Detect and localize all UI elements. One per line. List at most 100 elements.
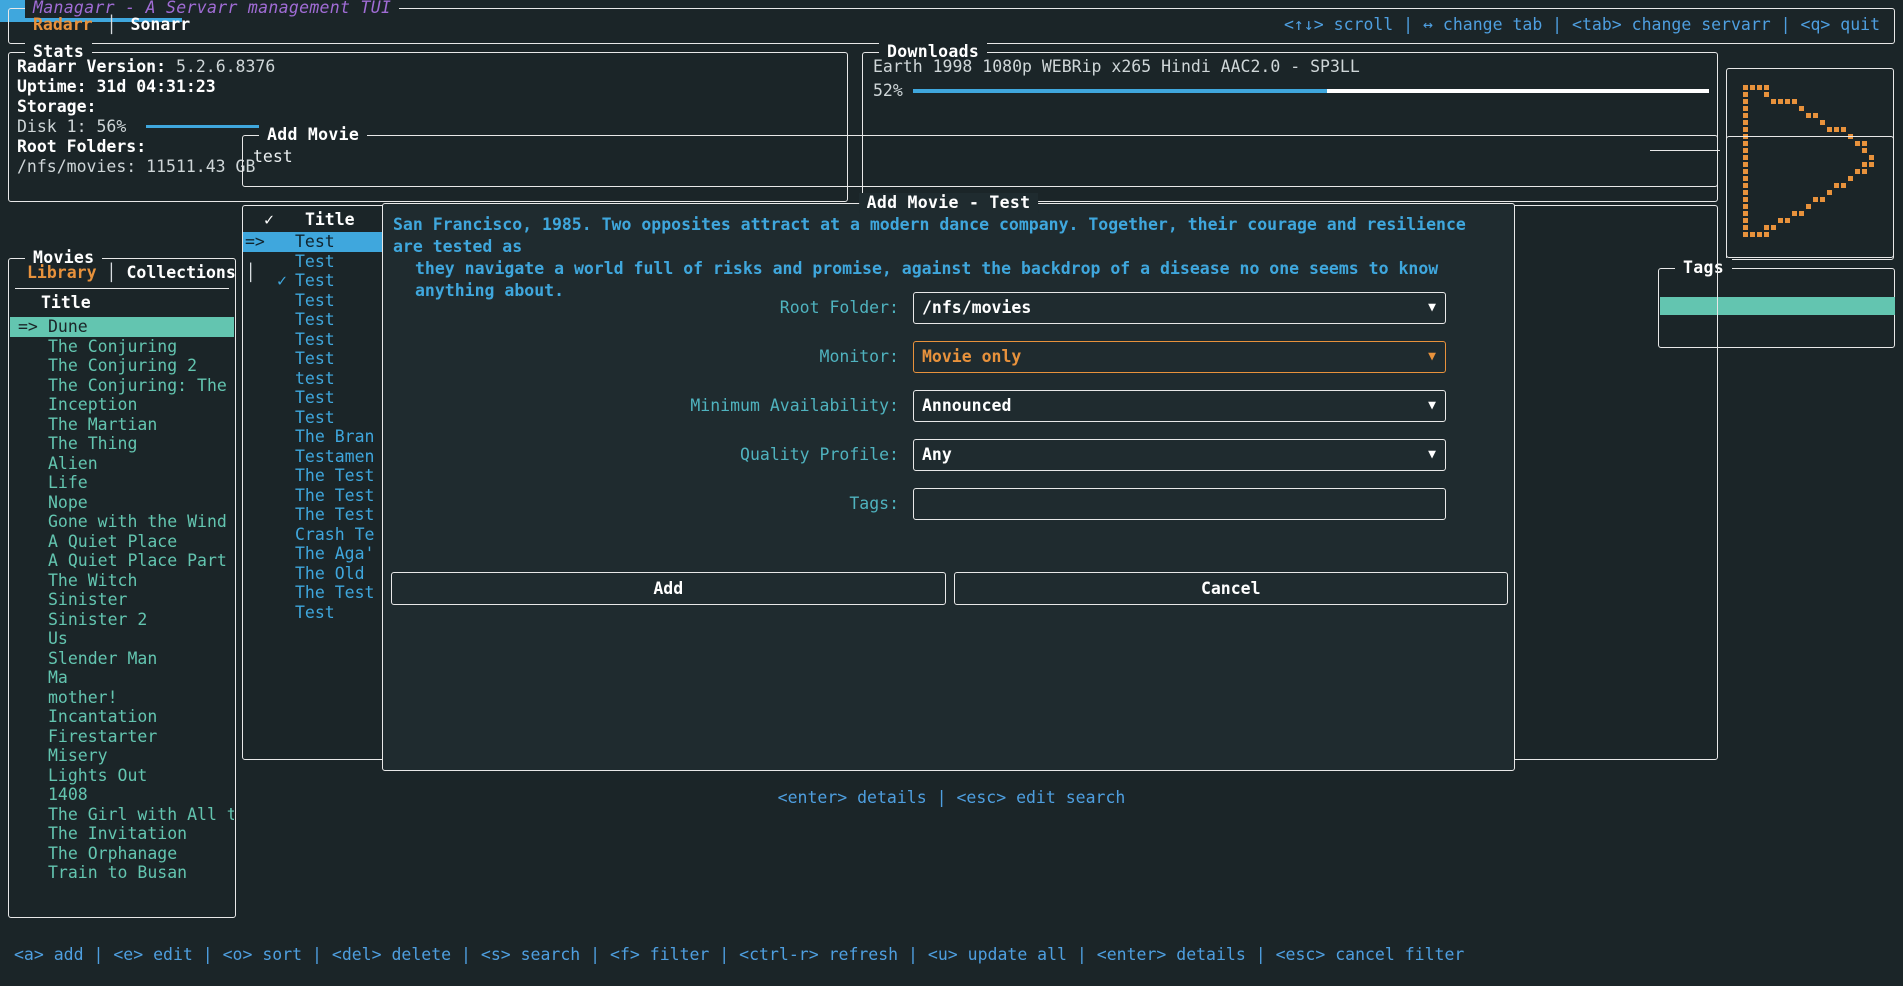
movie-list-item[interactable]: The Conjuring: The De	[10, 376, 234, 396]
search-result-row[interactable]: The Test	[243, 583, 391, 603]
chevron-down-icon: ▼	[1428, 349, 1436, 364]
add-movie-search-input[interactable]: test	[253, 147, 293, 166]
movie-list-item[interactable]: A Quiet Place Part II	[10, 551, 234, 571]
movie-title: The Conjuring: The De	[48, 375, 234, 395]
tab-library[interactable]: Library	[27, 263, 97, 282]
tags-input[interactable]	[913, 488, 1446, 520]
result-title: Test	[295, 251, 335, 271]
search-result-row[interactable]: Test	[243, 330, 391, 350]
download-progress-row: 52%	[873, 81, 1709, 101]
search-result-row[interactable]: Crash Te	[243, 525, 391, 545]
result-title: The Bran	[295, 427, 375, 446]
tab-sonarr[interactable]: Sonarr	[130, 15, 191, 34]
movie-title: Incantation	[48, 707, 158, 726]
search-result-row[interactable]: The Aga'	[243, 544, 391, 564]
search-result-row[interactable]: Test	[243, 310, 391, 330]
servarr-tabs[interactable]: Radarr │ Sonarr	[19, 15, 204, 35]
search-result-row[interactable]: Test	[243, 408, 391, 428]
search-result-row[interactable]: The Test	[243, 505, 391, 525]
field-row-quality-profile: Quality Profile: Any ▼	[383, 439, 1514, 471]
movie-list-item[interactable]: 1408	[10, 785, 234, 805]
radarr-version-label: Radarr Version:	[17, 57, 167, 76]
download-progress-fill	[912, 89, 1327, 93]
movie-title: Inception	[48, 395, 138, 414]
search-result-row[interactable]: ✓ Test	[243, 271, 391, 291]
monitor-select[interactable]: Movie only ▼	[913, 341, 1446, 373]
movie-list-item[interactable]: The Orphanage	[10, 844, 234, 864]
movie-list-item[interactable]: mother!	[10, 688, 234, 708]
result-title: Test	[295, 232, 335, 251]
movie-list-item[interactable]: The Girl with All the	[10, 805, 234, 825]
movie-list-item[interactable]: Nope	[10, 493, 234, 513]
movie-list-item[interactable]: Inception	[10, 395, 234, 415]
result-title: Test	[295, 602, 335, 622]
movie-title: The Thing	[48, 434, 138, 453]
selection-arrow-icon: =>	[18, 317, 38, 336]
movie-title: Sinister	[48, 590, 128, 609]
add-movie-search-box[interactable]: Add Movie test	[242, 125, 1718, 187]
search-result-row[interactable]: Test	[243, 291, 391, 311]
search-result-row[interactable]: Test	[243, 603, 391, 623]
movie-list-item[interactable]: Slender Man	[10, 649, 234, 669]
movie-list-item[interactable]: Sinister	[10, 590, 234, 610]
movie-list-item[interactable]: Firestarter	[10, 727, 234, 747]
search-result-row[interactable]: The Bran	[243, 427, 391, 447]
search-result-row[interactable]: => Test	[243, 232, 391, 252]
movie-list-item[interactable]: The Witch	[10, 571, 234, 591]
movie-title: The Martian	[48, 414, 158, 434]
root-folder-select[interactable]: /nfs/movies ▼	[913, 292, 1446, 324]
movie-list-item[interactable]: Train to Busan	[10, 863, 234, 883]
stats-legend: Stats	[25, 42, 93, 62]
tags-selected-chip[interactable]	[1660, 297, 1895, 315]
result-title: Test	[295, 310, 335, 329]
right-side-rule	[1650, 150, 1720, 151]
tab-radarr[interactable]: Radarr	[33, 15, 93, 34]
movie-list-item[interactable]: Sinister 2	[10, 610, 234, 630]
movie-list-item[interactable]: Us	[10, 629, 234, 649]
right-side-panel	[1726, 136, 1894, 260]
top-key-hints: <↑↓> scroll | ↔ change tab | <tab> chang…	[1283, 15, 1880, 34]
search-result-row[interactable]: The Test	[243, 466, 391, 486]
add-button[interactable]: Add	[391, 572, 946, 605]
checkmark-icon[interactable]: ✓	[277, 271, 287, 290]
chevron-down-icon: ▼	[1428, 447, 1436, 462]
movie-list-item[interactable]: Misery	[10, 746, 234, 766]
search-result-row[interactable]: Testamen	[243, 447, 391, 467]
movie-title: The Invitation	[48, 824, 188, 843]
movies-list[interactable]: => Dune The Conjuring The Conjuring 2 The Co…	[10, 317, 234, 915]
movie-list-item[interactable]: Life	[10, 473, 234, 493]
movie-list-item[interactable]: The Thing	[10, 434, 234, 454]
minimum-availability-select[interactable]: Announced ▼	[913, 390, 1446, 422]
movie-title: Alien	[48, 453, 98, 473]
downloads-panel: Downloads Earth 1998 1080p WEBRip x265 H…	[862, 42, 1718, 202]
quality-profile-select[interactable]: Any ▼	[913, 439, 1446, 471]
search-result-row[interactable]: The Old	[243, 564, 391, 584]
movie-list-item[interactable]: Ma	[10, 668, 234, 688]
chevron-down-icon: ▼	[1428, 398, 1436, 413]
movie-list-item[interactable]: The Invitation	[10, 824, 234, 844]
search-result-row[interactable]: Test	[243, 349, 391, 369]
downloads-legend: Downloads	[879, 42, 988, 62]
search-result-row[interactable]: Test	[243, 388, 391, 408]
movie-list-item[interactable]: Alien	[10, 454, 234, 474]
movie-list-item[interactable]: Gone with the Wind	[10, 512, 234, 532]
tab-collections[interactable]: Collections	[126, 263, 236, 282]
download-percent-label: 52%	[873, 81, 903, 100]
search-result-row[interactable]: test	[243, 369, 391, 389]
movie-list-item[interactable]: The Conjuring	[10, 337, 234, 357]
movie-list-item[interactable]: The Martian	[10, 415, 234, 435]
movie-title: Dune	[48, 317, 88, 336]
movie-list-item[interactable]: Lights Out	[10, 766, 234, 786]
movie-list-item[interactable]: Incantation	[10, 707, 234, 727]
movie-list-item[interactable]: => Dune	[10, 317, 234, 337]
movie-list-item[interactable]: The Conjuring 2	[10, 356, 234, 376]
movies-tabs[interactable]: Library │ Collections │	[17, 263, 256, 283]
search-results-list[interactable]: => Test Test ✓ Test Test Test Test Test test Test T…	[243, 232, 391, 758]
search-result-row[interactable]: The Test	[243, 486, 391, 506]
minimum-availability-value: Announced	[922, 396, 1012, 415]
radarr-version-row: Radarr Version: 5.2.6.8376	[17, 57, 841, 77]
result-title: The Aga'	[295, 544, 375, 563]
search-result-row[interactable]: Test	[243, 252, 391, 272]
cancel-button[interactable]: Cancel	[953, 572, 1508, 605]
movie-list-item[interactable]: A Quiet Place	[10, 532, 234, 552]
